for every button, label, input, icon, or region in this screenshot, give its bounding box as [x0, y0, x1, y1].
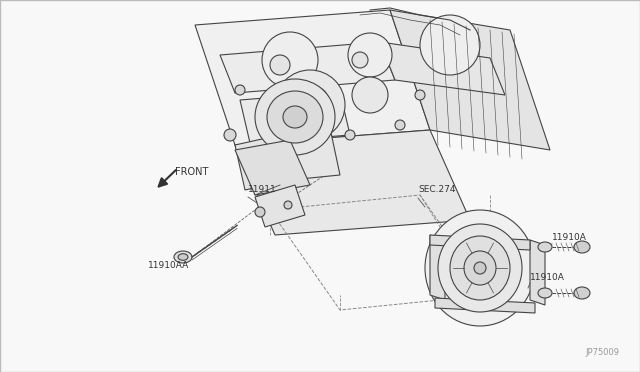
- Ellipse shape: [574, 287, 590, 299]
- Ellipse shape: [438, 224, 522, 312]
- Ellipse shape: [538, 242, 552, 252]
- Text: FRONT: FRONT: [175, 167, 209, 177]
- Ellipse shape: [574, 241, 590, 253]
- Polygon shape: [220, 42, 395, 93]
- Polygon shape: [195, 10, 430, 145]
- Ellipse shape: [352, 77, 388, 113]
- Polygon shape: [430, 235, 530, 250]
- Ellipse shape: [267, 91, 323, 143]
- Polygon shape: [435, 298, 535, 313]
- Ellipse shape: [474, 262, 486, 274]
- Polygon shape: [235, 135, 290, 190]
- Text: 11910AA: 11910AA: [148, 261, 189, 270]
- Ellipse shape: [415, 90, 425, 100]
- Polygon shape: [235, 130, 470, 235]
- Text: SEC.274: SEC.274: [418, 185, 456, 194]
- Text: JP75009: JP75009: [585, 348, 619, 357]
- Polygon shape: [430, 235, 445, 300]
- Ellipse shape: [302, 97, 318, 113]
- Ellipse shape: [395, 120, 405, 130]
- Ellipse shape: [464, 251, 496, 285]
- Ellipse shape: [224, 129, 236, 141]
- Ellipse shape: [283, 106, 307, 128]
- Ellipse shape: [345, 130, 355, 140]
- Ellipse shape: [420, 15, 480, 75]
- Ellipse shape: [178, 254, 188, 260]
- Ellipse shape: [270, 55, 290, 75]
- Polygon shape: [380, 42, 505, 95]
- Polygon shape: [530, 240, 545, 305]
- Text: 11910A: 11910A: [552, 233, 587, 242]
- Polygon shape: [280, 128, 340, 180]
- Ellipse shape: [538, 288, 552, 298]
- Ellipse shape: [255, 79, 335, 155]
- Ellipse shape: [275, 70, 345, 140]
- Ellipse shape: [348, 33, 392, 77]
- Ellipse shape: [290, 85, 330, 125]
- Ellipse shape: [235, 85, 245, 95]
- Ellipse shape: [174, 251, 192, 263]
- Polygon shape: [255, 185, 305, 227]
- Text: 11910A: 11910A: [530, 273, 565, 282]
- Polygon shape: [240, 92, 350, 143]
- Ellipse shape: [352, 52, 368, 68]
- Text: 11911: 11911: [248, 185, 276, 194]
- Polygon shape: [235, 140, 310, 195]
- Ellipse shape: [450, 236, 510, 300]
- Ellipse shape: [255, 207, 265, 217]
- Ellipse shape: [284, 201, 292, 209]
- Ellipse shape: [425, 210, 535, 326]
- Polygon shape: [390, 10, 550, 150]
- Ellipse shape: [262, 32, 318, 88]
